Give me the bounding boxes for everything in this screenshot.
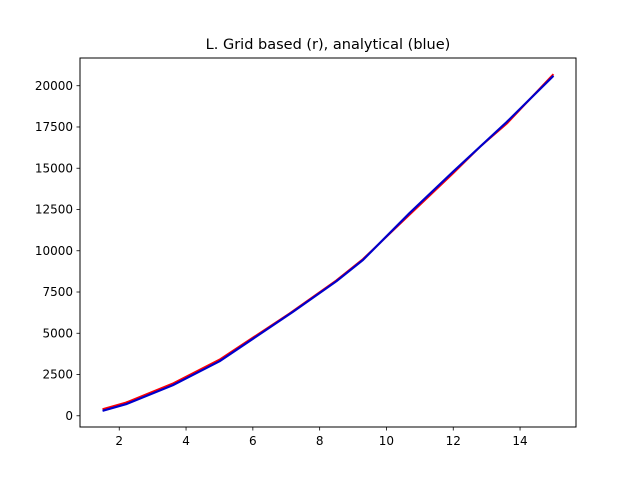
x-tick-label: 10 xyxy=(379,434,394,448)
series-line-1 xyxy=(102,73,555,411)
y-tick-label: 10000 xyxy=(35,244,73,258)
x-axis: 2 4 6 8 10 12 14 xyxy=(115,427,528,448)
y-tick-label: 20000 xyxy=(35,79,73,93)
x-tick-label: 4 xyxy=(182,434,190,448)
y-tick-label: 2500 xyxy=(42,368,73,382)
y-tick-label: 5000 xyxy=(42,326,73,340)
y-tick-label: 7500 xyxy=(42,285,73,299)
chart-title: L. Grid based (r), analytical (blue) xyxy=(206,37,451,53)
y-tick-label: 17500 xyxy=(35,120,73,134)
y-tick-label: 15000 xyxy=(35,161,73,175)
y-tick-label: 12500 xyxy=(35,203,73,217)
x-tick-label: 6 xyxy=(249,434,257,448)
y-axis: 0 2500 5000 7500 10000 12500 15000 17500 20000 xyxy=(35,79,80,423)
series-layer xyxy=(102,73,555,412)
x-tick-label: 14 xyxy=(512,434,527,448)
plot-frame xyxy=(79,57,577,428)
series-line-2 xyxy=(102,75,555,412)
y-tick-label: 0 xyxy=(65,409,73,423)
x-tick-label: 8 xyxy=(316,434,324,448)
x-tick-label: 12 xyxy=(446,434,461,448)
x-tick-label: 2 xyxy=(115,434,123,448)
